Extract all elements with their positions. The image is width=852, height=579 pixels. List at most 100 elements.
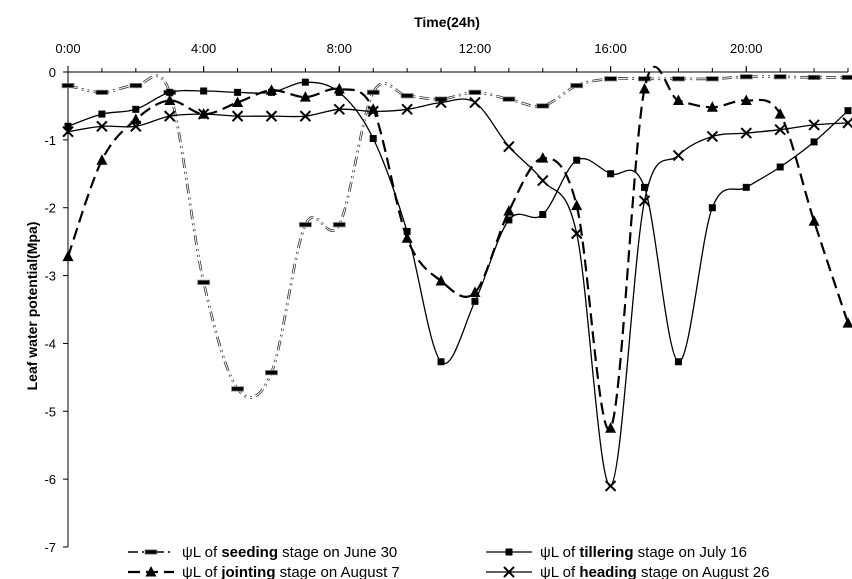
data-point: [740, 94, 752, 105]
legend-label-part: seeding: [221, 544, 278, 561]
legend-label-part: ψL of: [182, 564, 221, 579]
data-point: [95, 89, 109, 95]
data-point: [265, 370, 278, 376]
data-point: [166, 88, 174, 96]
data-point: [842, 317, 852, 328]
data-point: [774, 123, 786, 136]
legend-item-seeding: ψL of seeding stage on June 30: [128, 544, 397, 561]
data-point: [537, 174, 549, 187]
data-point: [129, 82, 143, 89]
data-point: [197, 108, 210, 120]
legend-label-part: stage on July 16: [634, 544, 747, 561]
data-point: [808, 215, 820, 226]
data-point: [471, 297, 479, 305]
data-point: [773, 74, 787, 80]
data-point: [367, 105, 379, 118]
data-point: [96, 154, 108, 165]
x-marker-stroke: [537, 174, 549, 187]
x-marker-stroke: [333, 103, 346, 116]
data-point: [536, 103, 550, 109]
axes: 0:00 4:00 8:00 12:00 16:00 20:00 0 -1 -2 -3 -4 -5 -6…: [44, 41, 849, 555]
data-point: [265, 84, 277, 95]
legend-label-part: stage on August 7: [275, 564, 399, 579]
legend-item-heading: ψL of heading stage on August 26: [486, 564, 769, 579]
legend: ψL of seeding stage on June 30 ψL of till…: [128, 544, 769, 579]
data-point: [808, 119, 820, 131]
x-marker-stroke: [435, 96, 447, 109]
x-marker-stroke: [299, 110, 312, 122]
data-point: [61, 82, 75, 89]
data-point: [776, 163, 784, 171]
x-marker-stroke: [774, 123, 786, 136]
series-line-outline: [67, 74, 849, 399]
x-marker-stroke: [401, 103, 413, 116]
data-point: [674, 358, 682, 366]
data-point: [604, 480, 617, 492]
x-tick-label: 8:00: [327, 41, 352, 56]
data-point: [164, 110, 176, 122]
y-axis-title: Leaf water potential(Mpa): [24, 222, 40, 391]
data-point: [604, 76, 618, 82]
data-point: [468, 89, 482, 95]
x-axis-title: Time(24h): [414, 14, 480, 30]
data-point: [403, 227, 411, 235]
series-seeding: [61, 74, 852, 399]
legend-marker: [145, 566, 157, 577]
data-point: [401, 103, 413, 116]
data-point: [98, 110, 106, 118]
series-tillering: [64, 78, 852, 366]
data-point: [739, 74, 753, 80]
data-point: [231, 386, 244, 392]
x-marker-stroke: [706, 130, 719, 143]
series-line: [66, 65, 850, 431]
legend-label-part: tillering: [579, 544, 633, 561]
data-point: [265, 110, 278, 122]
x-marker-stroke: [96, 120, 108, 132]
data-point: [607, 170, 615, 178]
x-marker-stroke: [638, 195, 651, 207]
data-point: [200, 87, 208, 95]
data-point: [96, 120, 108, 132]
data-point: [231, 110, 244, 122]
data-point: [130, 113, 142, 124]
x-marker-stroke: [503, 140, 515, 153]
x-tick-label: 20:00: [730, 41, 763, 56]
data-point: [706, 101, 718, 112]
data-point: [638, 195, 651, 207]
legend-item-tillering: ψL of tillering stage on July 16: [486, 544, 747, 561]
data-point: [62, 126, 74, 138]
x-marker-stroke: [164, 110, 176, 122]
data-point: [132, 105, 140, 113]
data-point: [705, 76, 719, 82]
legend-marker: [503, 566, 515, 578]
data-point: [232, 96, 244, 108]
y-tick-label: -5: [44, 404, 56, 419]
data-point: [333, 103, 346, 116]
y-tick-label: -6: [44, 472, 56, 487]
data-point: [672, 149, 685, 162]
legend-label-part: stage on June 30: [278, 544, 397, 561]
legend-label: ψL of jointing stage on August 7: [182, 564, 400, 579]
series-layer: [61, 65, 852, 492]
data-point: [332, 222, 346, 228]
x-marker-stroke: [842, 117, 852, 129]
x-marker-stroke: [672, 149, 685, 162]
x-marker-stroke: [570, 227, 583, 240]
x-marker-stroke: [503, 566, 515, 578]
legend-marker: [505, 548, 513, 556]
data-point: [539, 211, 547, 218]
data-point: [400, 93, 414, 99]
legend-label: ψL of tillering stage on July 16: [540, 544, 747, 561]
legend-label: ψL of heading stage on August 26: [540, 564, 769, 579]
legend-label-part: ψL of: [540, 564, 579, 579]
data-point: [708, 204, 716, 212]
data-point: [672, 94, 684, 105]
data-point: [841, 74, 852, 81]
data-point: [503, 205, 515, 216]
y-tick-label: -1: [44, 133, 56, 148]
x-marker-stroke: [62, 126, 74, 138]
data-point: [844, 107, 852, 115]
legend-item-jointing: ψL of jointing stage on August 7: [128, 564, 400, 579]
data-point: [638, 76, 651, 82]
